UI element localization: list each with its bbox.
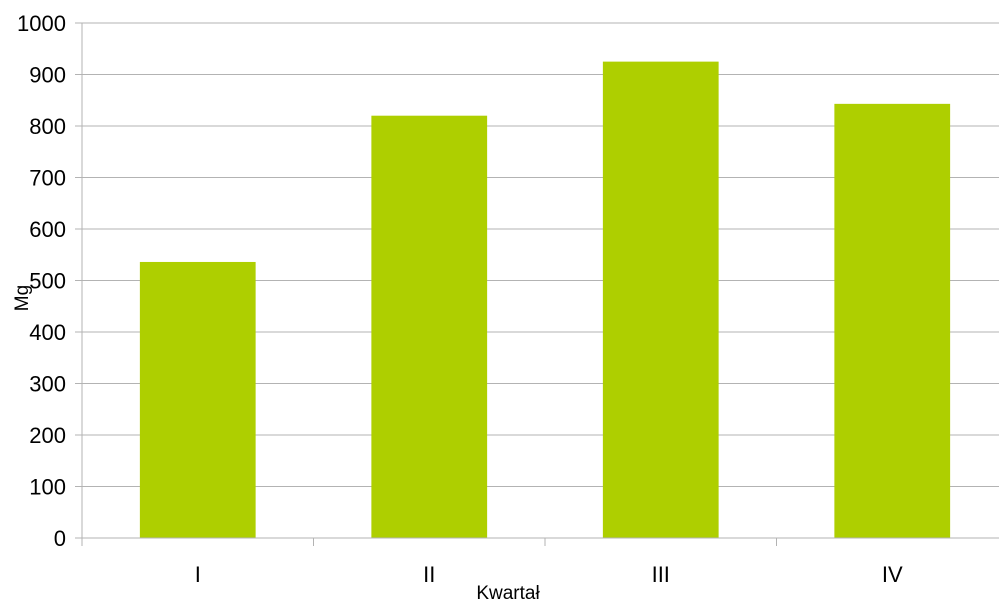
bars <box>139 61 951 538</box>
bar-I <box>139 261 256 538</box>
y-tick-label: 600 <box>29 217 66 242</box>
y-tick-label: 1000 <box>17 11 66 36</box>
y-axis-title: Mg <box>12 285 33 311</box>
x-tick-label: I <box>195 562 201 587</box>
y-tick-label: 100 <box>29 475 66 500</box>
bar-II <box>371 115 488 538</box>
bar-IV <box>834 103 951 538</box>
axes <box>81 23 999 546</box>
y-tick-label: 0 <box>54 526 66 551</box>
x-tick-label: IV <box>882 562 903 587</box>
y-tick-labels: 0 100 200 300 400 500 600 700 800 900 1000 <box>17 11 66 551</box>
x-tick-labels: I II III IV <box>195 562 903 587</box>
y-tick-label: 900 <box>29 63 66 88</box>
y-tick-label: 200 <box>29 423 66 448</box>
x-tick-label: II <box>423 562 435 587</box>
bar-III <box>602 61 719 538</box>
y-tick-label: 800 <box>29 114 66 139</box>
y-tick-label: 400 <box>29 320 66 345</box>
x-axis-title: Kwartał <box>476 583 540 603</box>
y-tick-label: 300 <box>29 372 66 397</box>
y-tick-label: 700 <box>29 166 66 191</box>
y-tick-label: 500 <box>29 269 66 294</box>
x-tick-label: III <box>652 562 670 587</box>
